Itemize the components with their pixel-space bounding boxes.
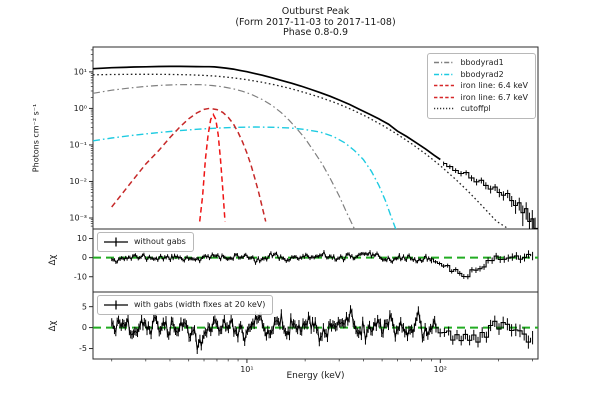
legend-label: bbodyrad2 [460, 69, 504, 79]
svg-text:10⁻³: 10⁻³ [69, 214, 87, 223]
legend-item-with-gabs: with gabs (width fixes at 20 keV) [103, 299, 265, 311]
legend-label: iron line: 6.7 keV [460, 92, 528, 102]
svg-text:-10: -10 [74, 272, 87, 281]
legend-label: cutoffpl [460, 104, 491, 113]
legend-line-sample [434, 96, 455, 98]
series-iron-line-6.7 [198, 112, 226, 222]
legend-label: without gabs [134, 237, 186, 246]
svg-text:10⁻¹: 10⁻¹ [69, 141, 87, 150]
title-line-2: (Form 2017-11-03 to 2017-11-08) [235, 16, 396, 28]
legend-line-sample [434, 108, 455, 110]
svg-text:0: 0 [82, 323, 87, 332]
legend-label: with gabs (width fixes at 20 keV) [134, 300, 266, 309]
legend-line-sample [434, 85, 455, 87]
legend-item-bbodyrad1: bbodyrad1 [433, 57, 528, 69]
svg-text:10¹: 10¹ [74, 67, 87, 76]
legend-label: bbodyrad1 [460, 58, 504, 67]
series-bbodyrad2 [93, 126, 397, 229]
legend-item-without-gabs: without gabs [103, 236, 186, 248]
legend-item-iron-6-4: iron line: 6.4 keV [433, 80, 528, 92]
series-total-data [443, 161, 538, 229]
resid2-series [93, 305, 538, 354]
y-ticks-main: 10¹ 10⁰ 10⁻¹ 10⁻² 10⁻³ [69, 49, 93, 227]
chart-title: Outburst Peak (Form 2017-11-03 to 2017-1… [93, 6, 538, 39]
y-axis-label-resid1: Δχ [48, 254, 58, 266]
svg-text:10⁻²: 10⁻² [69, 177, 87, 186]
x-axis-label: Energy (keV) [286, 371, 345, 381]
series-total-model [93, 65, 441, 161]
series-iron-line-6.4 [111, 107, 267, 222]
legend-item-iron-6-7: iron line: 6.7 keV [433, 92, 528, 104]
svg-text:5: 5 [82, 302, 87, 311]
svg-text:10: 10 [77, 234, 87, 243]
y-ticks-resid1: 10 0 -10 [74, 234, 93, 281]
title-line-3: Phase 0.8-0.9 [282, 27, 349, 38]
errorbar-icon [104, 237, 128, 247]
legend-item-bbodyrad2: bbodyrad2 [433, 69, 528, 81]
legend-resid1: without gabs [97, 232, 194, 252]
x-ticks: 10¹ 10² [111, 359, 533, 374]
svg-text:10⁰: 10⁰ [74, 104, 87, 113]
legend-label: iron line: 6.4 keV [460, 81, 528, 90]
legend-main: bbodyrad1 bbodyrad2 iron line: 6.4 keV i… [427, 53, 536, 119]
legend-item-cutoffpl: cutoffpl [433, 103, 528, 115]
title-line-1: Outburst Peak [281, 6, 350, 17]
svg-text:-5: -5 [79, 344, 87, 353]
resid1-series [93, 250, 538, 280]
svg-text:10¹: 10¹ [240, 365, 253, 374]
legend-line-sample [434, 62, 455, 64]
svg-text:10²: 10² [434, 365, 447, 374]
y-axis-label-resid2: Δχ [48, 320, 58, 332]
y-axis-label-main: Photons cm⁻² s⁻¹ [31, 103, 41, 173]
y-ticks-resid2: 5 0 -5 [79, 302, 93, 353]
series-bbodyrad1 [93, 83, 356, 229]
errorbar-icon [104, 300, 128, 310]
legend-resid2: with gabs (width fixes at 20 keV) [97, 295, 274, 315]
legend-line-sample [434, 73, 455, 75]
main-series [93, 65, 538, 229]
panel-frame-2 [92, 291, 539, 360]
svg-text:0: 0 [82, 253, 87, 262]
